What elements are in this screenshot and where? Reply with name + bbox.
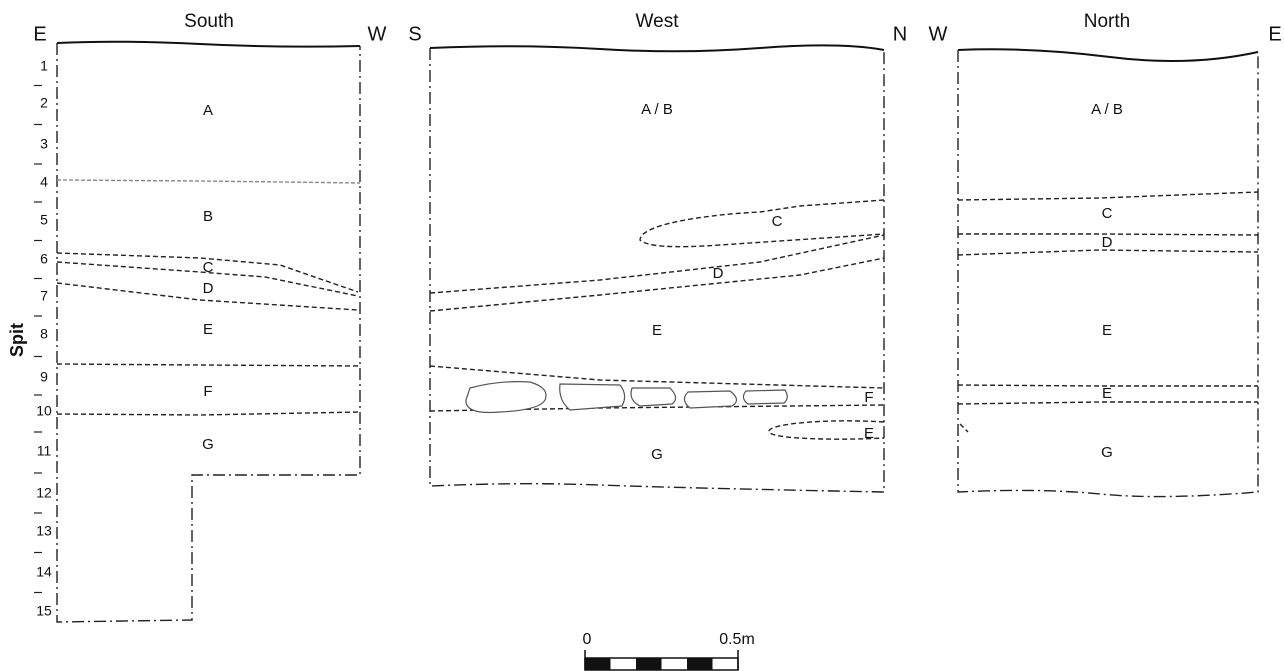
orientation-right: W	[368, 23, 387, 45]
section-title: North	[1084, 11, 1130, 32]
scale-start: 0	[583, 631, 592, 648]
layer-boundary	[958, 402, 1258, 404]
spit-number: 2	[40, 95, 48, 111]
scale-bar	[585, 650, 738, 670]
layer-label: C	[1102, 205, 1113, 222]
layer-boundary	[958, 192, 1258, 200]
scale-end: 0.5m	[719, 631, 755, 648]
spit-number: 4	[40, 174, 48, 190]
layer-boundary	[57, 180, 360, 183]
spit-number: 7	[40, 288, 48, 304]
layer-label: D	[1102, 234, 1113, 251]
spit-number: 11	[37, 443, 52, 459]
layer-label: E	[652, 322, 662, 339]
spit-axis-label: Spit	[7, 323, 27, 357]
layer-label: E	[864, 425, 874, 442]
surface	[57, 42, 360, 47]
spit-number: 8	[40, 326, 48, 342]
layer-label: G	[651, 446, 663, 463]
stone	[631, 388, 676, 406]
layer-label: D	[713, 265, 724, 282]
section-drawing: 0 0.5m Spit 123456789101112131415SouthEW…	[0, 0, 1284, 671]
spit-number: 15	[36, 603, 52, 619]
section-title: South	[184, 11, 234, 32]
spit-number: 5	[40, 212, 48, 228]
layer-boundary	[640, 200, 884, 247]
layer-label: E	[1102, 322, 1112, 339]
stone	[466, 382, 546, 413]
spit-number: 3	[40, 136, 48, 152]
layer-label: E	[203, 321, 213, 338]
orientation-left: W	[929, 23, 948, 45]
surface	[958, 49, 1258, 61]
layer-label: A / B	[1091, 101, 1123, 118]
layer-label: G	[202, 436, 214, 453]
spit-number: 12	[36, 485, 52, 501]
layer-boundary	[430, 258, 884, 311]
layer-label: G	[1101, 444, 1113, 461]
layer-label: C	[203, 259, 214, 276]
layer-label: A / B	[641, 101, 673, 118]
surface	[430, 45, 884, 51]
layer-label: C	[772, 213, 783, 230]
layer-boundary	[430, 235, 884, 293]
layer-label: B	[203, 208, 213, 225]
spit-number: 6	[40, 251, 48, 267]
layer-boundary	[57, 412, 360, 415]
stone	[560, 384, 625, 410]
layer-boundary	[57, 364, 360, 366]
spit-number: 1	[40, 58, 48, 74]
orientation-right: E	[1268, 23, 1281, 45]
layer-label: F	[864, 389, 873, 406]
layer-label: D	[203, 280, 214, 297]
orientation-right: N	[893, 23, 907, 45]
spit-number: 10	[36, 403, 52, 419]
layer-label: E	[1102, 385, 1112, 402]
orientation-left: S	[408, 23, 421, 45]
spit-number: 14	[36, 564, 52, 580]
layer-label: F	[203, 383, 212, 400]
layer-label: A	[203, 102, 213, 119]
orientation-left: E	[33, 23, 46, 45]
stone	[684, 391, 736, 408]
stone	[743, 390, 787, 404]
spit-number: 13	[36, 523, 52, 539]
layer-boundary	[960, 424, 968, 432]
spit-number: 9	[40, 369, 48, 385]
section-title: West	[636, 11, 680, 32]
